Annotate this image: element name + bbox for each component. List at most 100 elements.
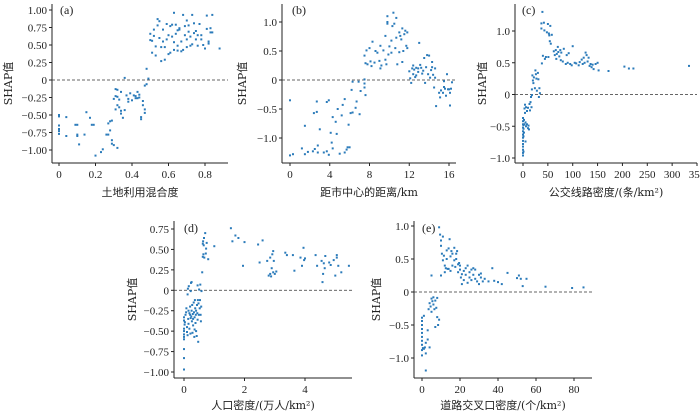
- data-point: [107, 133, 110, 136]
- data-point: [183, 357, 185, 360]
- data-point: [468, 276, 471, 279]
- data-point: [193, 22, 195, 25]
- data-point: [355, 100, 358, 103]
- y-tick-label: 0.75: [150, 224, 170, 236]
- data-point: [446, 73, 448, 76]
- data-point: [194, 313, 197, 316]
- data-point: [58, 115, 60, 118]
- data-point: [347, 264, 350, 267]
- data-point: [451, 264, 454, 267]
- data-point: [243, 241, 246, 244]
- data-point: [487, 280, 490, 283]
- data-point: [438, 91, 441, 94]
- data-point: [174, 23, 177, 26]
- data-point: [320, 259, 323, 262]
- data-point: [390, 39, 393, 42]
- data-point: [269, 272, 272, 275]
- data-point: [187, 322, 190, 325]
- data-point: [325, 150, 328, 153]
- data-point: [401, 27, 404, 30]
- data-point: [455, 252, 458, 255]
- data-point: [300, 147, 303, 150]
- data-point: [607, 70, 610, 72]
- data-point: [100, 151, 102, 154]
- y-tick-label: 0.50: [150, 244, 170, 256]
- data-point: [500, 283, 503, 286]
- data-point: [176, 49, 179, 52]
- data-point: [522, 143, 524, 145]
- data-point: [532, 82, 535, 85]
- data-point: [423, 346, 426, 349]
- data-point: [349, 112, 352, 115]
- data-point: [441, 235, 444, 238]
- data-point: [363, 82, 366, 85]
- data-point: [537, 96, 540, 98]
- data-point: [526, 123, 528, 126]
- data-point: [380, 64, 383, 67]
- data-point: [521, 285, 524, 288]
- data-point: [331, 147, 334, 150]
- data-point: [421, 335, 423, 338]
- data-point: [118, 106, 121, 109]
- data-point: [270, 275, 273, 278]
- data-point: [285, 254, 288, 257]
- data-point: [312, 112, 315, 115]
- data-point: [364, 94, 367, 97]
- data-point: [107, 122, 110, 125]
- data-point: [534, 69, 537, 72]
- data-point: [301, 264, 303, 267]
- data-point: [284, 251, 287, 254]
- data-point: [213, 245, 216, 248]
- data-point: [453, 259, 456, 262]
- x-tick-label: 150: [589, 169, 606, 181]
- data-point: [343, 151, 346, 154]
- data-point: [421, 72, 424, 75]
- data-point: [114, 88, 117, 91]
- data-point: [183, 338, 185, 341]
- data-point: [522, 133, 524, 136]
- data-point: [316, 144, 319, 147]
- data-point: [436, 296, 439, 299]
- data-point: [143, 108, 146, 111]
- data-point: [421, 339, 423, 342]
- data-point: [183, 327, 185, 330]
- data-point: [410, 81, 413, 84]
- data-point: [433, 308, 436, 311]
- y-tick-label: 0: [164, 285, 170, 297]
- x-tick-label: 60: [531, 384, 543, 396]
- y-tick-label: 0.25: [28, 58, 48, 70]
- data-point: [266, 259, 269, 262]
- x-tick-label: 350: [689, 169, 700, 181]
- data-point: [341, 103, 344, 106]
- data-point: [582, 286, 585, 289]
- data-point: [453, 246, 456, 249]
- data-point: [218, 47, 221, 50]
- data-point: [109, 129, 112, 132]
- data-point: [565, 54, 568, 57]
- data-point: [525, 106, 527, 109]
- data-point: [371, 40, 374, 43]
- data-point: [387, 53, 390, 56]
- data-point: [379, 44, 382, 47]
- data-point: [165, 38, 168, 41]
- y-tick-label: 1.0: [263, 17, 277, 29]
- data-point: [440, 239, 442, 242]
- data-point: [351, 111, 354, 114]
- data-point: [363, 78, 366, 81]
- data-point: [623, 65, 626, 68]
- data-point: [154, 45, 157, 48]
- data-point: [549, 24, 552, 27]
- data-point: [430, 274, 433, 277]
- data-point: [343, 98, 346, 101]
- data-point: [526, 110, 528, 112]
- data-point: [149, 39, 152, 42]
- data-point: [368, 47, 371, 50]
- data-point: [566, 61, 569, 64]
- data-point: [338, 152, 341, 155]
- data-point: [192, 324, 195, 327]
- x-axis-label: 距市中心的距离/km: [320, 185, 418, 199]
- data-point: [306, 150, 309, 153]
- data-point: [550, 33, 553, 36]
- data-point: [151, 51, 154, 54]
- data-point: [454, 265, 457, 268]
